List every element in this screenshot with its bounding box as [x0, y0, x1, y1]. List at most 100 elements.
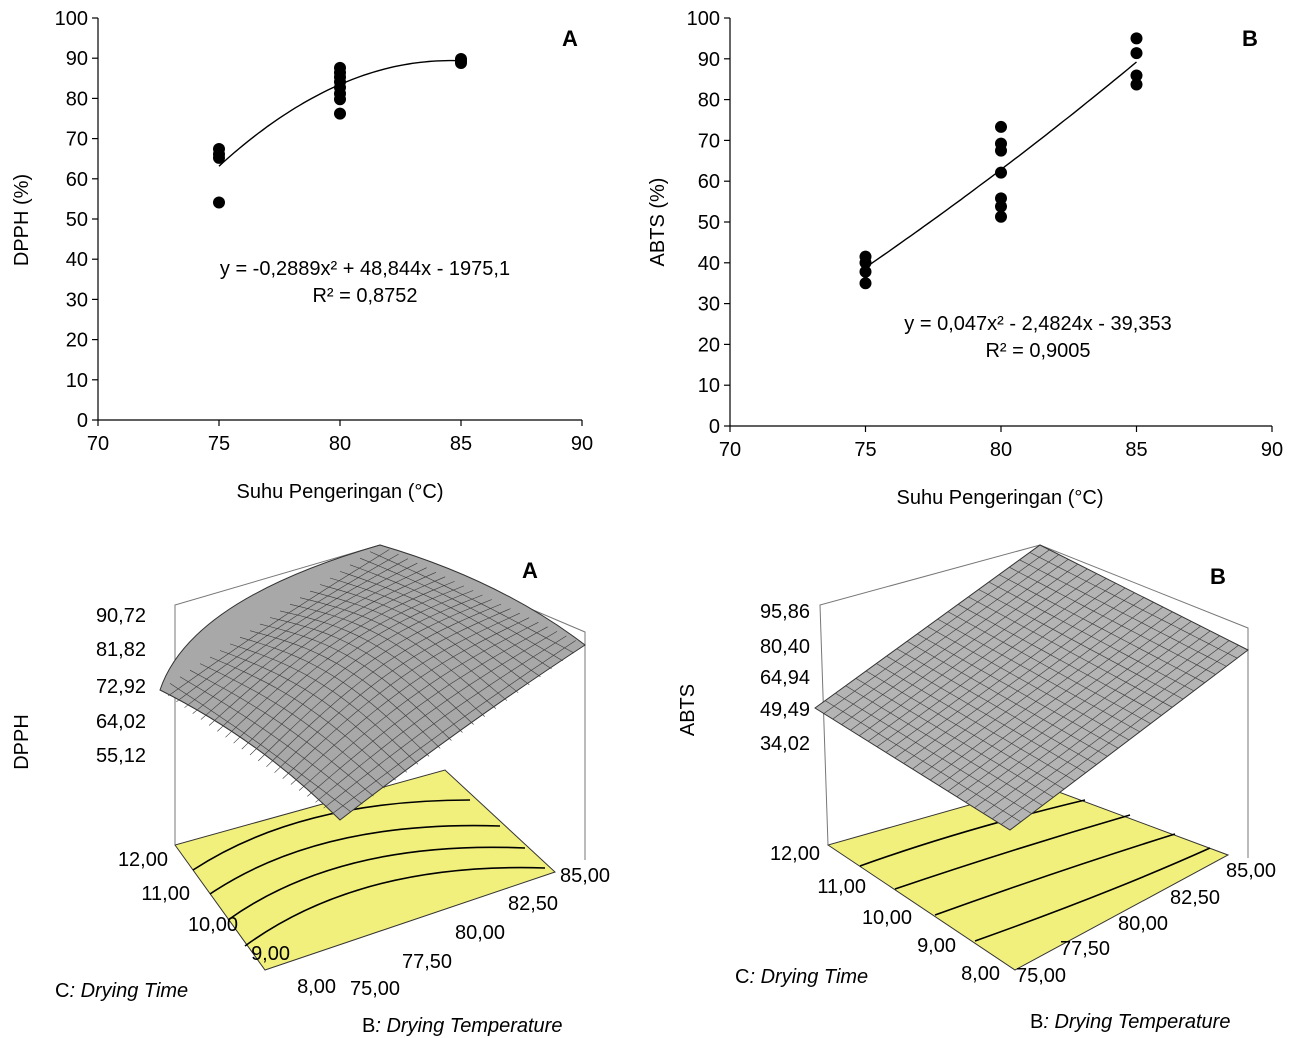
mesh-line: [992, 640, 1230, 820]
axis-label-prefix: B: [362, 1015, 375, 1037]
data-point: [455, 53, 467, 66]
surface-plot-dpph: A 90,72 81,82 72,92 64,02 55,12 DPPH 12,…: [11, 544, 610, 1037]
mesh-line: [307, 626, 548, 797]
mesh-line: [323, 635, 567, 809]
x-tick-label: 82,50: [1170, 887, 1220, 909]
mesh-line: [289, 604, 486, 717]
y-tick-label: 70: [698, 130, 720, 152]
mesh-line: [978, 589, 1184, 700]
data-point: [995, 192, 1007, 205]
x-tick-label: 75,00: [1016, 965, 1066, 987]
y-tick-label: 8,00: [297, 976, 336, 998]
mesh-line: [998, 574, 1205, 683]
data-point: [1130, 47, 1143, 60]
x-tick-label: 80,00: [455, 922, 505, 944]
y-axis-label: C: Drying Time: [55, 980, 188, 1002]
y-tick-label: 0: [709, 416, 720, 438]
mesh-line: [912, 597, 1145, 770]
x-tick-label: 77,50: [402, 951, 452, 973]
y-axis-label: DPPH (%): [11, 174, 33, 266]
mesh-line: [947, 611, 1151, 724]
data-point: [1130, 32, 1143, 45]
y-tick-label: 30: [66, 289, 88, 311]
mesh-line: [309, 590, 508, 701]
data-point: [995, 137, 1007, 150]
y-tick-label: 10,00: [862, 907, 912, 929]
mesh-line: [988, 581, 1195, 692]
mesh-line: [274, 608, 511, 773]
y-tick-label: 80: [698, 90, 720, 112]
y-tick-label: 9,00: [917, 935, 956, 957]
data-point: [1130, 69, 1143, 82]
mesh-line: [282, 612, 520, 779]
z-tick-label: 49,49: [760, 699, 810, 721]
mesh-line: [319, 584, 519, 693]
mesh-line: [1009, 566, 1216, 675]
scatter-panel-abts: 0 10 20 30 40 50 60 70 80 90 100 70 75 80 85 90 B y = …: [647, 8, 1283, 509]
x-axis-label: B: Drying Temperature: [362, 1015, 562, 1037]
z-tick-label: 90,72: [96, 605, 146, 627]
x-tick-label: 75: [854, 439, 876, 461]
surface-mesh: [823, 549, 1239, 825]
data-point: [334, 61, 346, 74]
z-ticks: 90,72 81,82 72,92 64,02 55,12: [96, 605, 146, 767]
data-point: [213, 196, 225, 209]
mesh-line: [947, 616, 1182, 792]
y-tick-label: 70: [66, 129, 88, 151]
x-tick-label: 80: [990, 439, 1012, 461]
mesh-line: [339, 571, 541, 678]
y-tick-label: 50: [66, 209, 88, 231]
data-point: [213, 143, 225, 156]
surface-mesh: [168, 549, 576, 815]
z-axis-label: ABTS: [677, 684, 699, 736]
mesh-line: [359, 557, 563, 662]
scatter-panel-dpph: 0 10 20 30 40 50 60 70 80 90 100 70 75 80 85 90 A y = …: [11, 8, 593, 503]
axis-label-prefix: B: [1030, 1011, 1043, 1033]
mesh-line: [956, 621, 1192, 797]
trend-equation: y = -0,2889x² + 48,844x - 1975,1: [220, 258, 510, 280]
axis-label-text: : Drying Temperature: [375, 1015, 562, 1037]
x-tick-label: 70: [87, 433, 109, 455]
mesh-line: [290, 617, 530, 785]
mesh-line: [369, 551, 575, 654]
data-point: [995, 166, 1007, 179]
y-tick-label: 0: [77, 410, 88, 432]
y-tick-label: 40: [698, 253, 720, 275]
y-tick-label: 50: [698, 212, 720, 234]
z-tick-label: 95,86: [760, 601, 810, 623]
panel-label: A: [562, 26, 578, 51]
mesh-line: [266, 603, 502, 768]
floor-contours: [859, 799, 1211, 942]
y-tick-label: 100: [55, 8, 88, 30]
axis-label-text: : Drying Time: [749, 966, 868, 988]
z-tick-label: 64,02: [96, 711, 146, 733]
panel-label: B: [1210, 564, 1226, 589]
y-tick-label: 80: [66, 88, 88, 110]
x-tick-label: 90: [1261, 439, 1283, 461]
mesh-line: [983, 635, 1220, 814]
y-tick-label: 30: [698, 294, 720, 316]
z-tick-label: 81,82: [96, 639, 146, 661]
x-tick-label: 90: [571, 433, 593, 455]
data-point: [995, 120, 1007, 133]
axis-label-prefix: C: [55, 980, 69, 1002]
y-tick-label: 10,00: [188, 914, 238, 936]
y-tick-label: 20: [698, 334, 720, 356]
y-tick-label: 10: [66, 370, 88, 392]
panel-label: B: [1242, 26, 1258, 51]
mesh-line: [921, 602, 1154, 775]
x-ticks-temperature: 75,00 77,50 80,00 82,50 85,00: [350, 865, 610, 1000]
data-point: [859, 277, 872, 290]
y-ticks-time: 12,00 11,00 10,00 9,00 8,00: [770, 843, 1000, 985]
y-tick-label: 12,00: [118, 849, 168, 871]
mesh-line: [279, 610, 474, 725]
mesh-line: [965, 625, 1201, 803]
axis-label-text: : Drying Temperature: [1043, 1011, 1230, 1033]
data-point: [1130, 78, 1143, 91]
z-ticks: 95,86 80,40 64,94 49,49 34,02: [760, 601, 810, 755]
y-tick-label: 40: [66, 249, 88, 271]
x-tick-label: 77,50: [1060, 938, 1110, 960]
data-point: [334, 107, 346, 120]
mesh-line: [968, 596, 1173, 708]
z-tick-label: 72,92: [96, 676, 146, 698]
